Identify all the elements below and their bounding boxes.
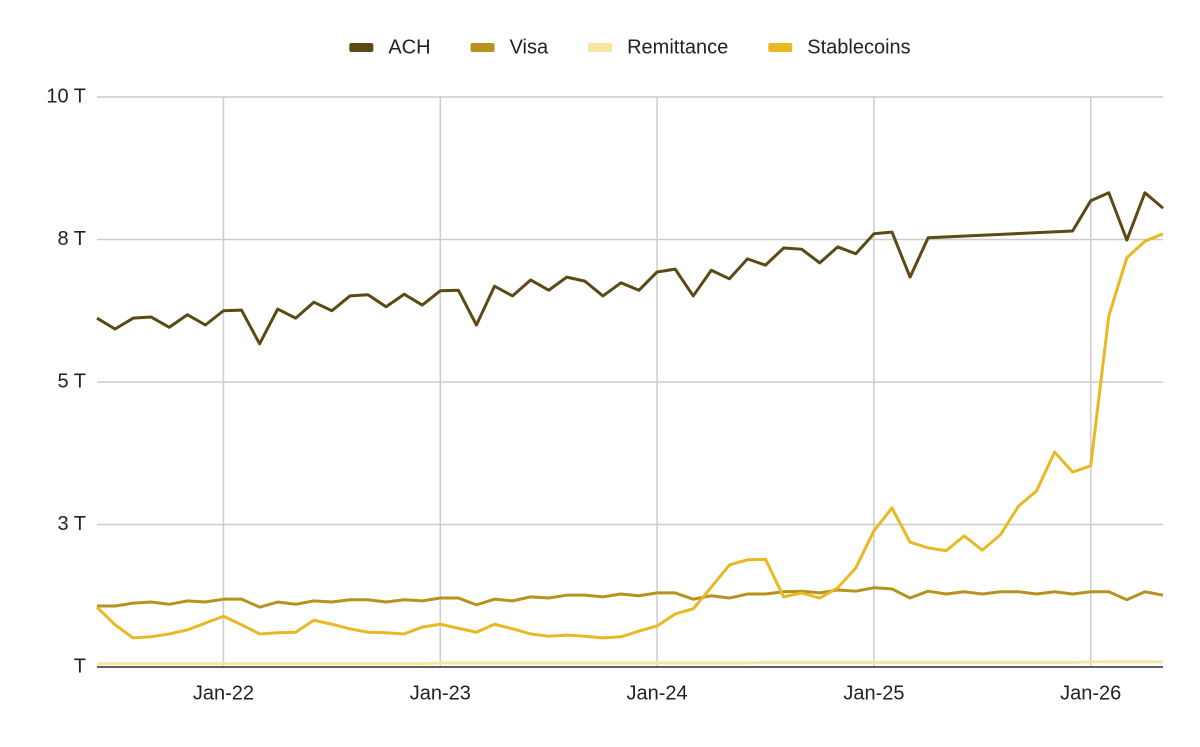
legend-marker (349, 43, 374, 52)
y-tick-label: 10 T (46, 85, 86, 107)
y-tick-label: T (74, 655, 86, 677)
legend-marker (470, 43, 495, 52)
x-tick-label: Jan-24 (627, 682, 688, 704)
series-line (95, 232, 1164, 640)
x-tick-label: Jan-23 (410, 682, 471, 704)
legend-label: Stablecoins (807, 36, 910, 58)
series-line (96, 191, 1164, 346)
legend-label: Visa (510, 36, 549, 58)
legend-label: ACH (388, 36, 430, 58)
x-tick-label: Jan-22 (193, 682, 254, 704)
legend-marker (588, 43, 613, 52)
x-tick-label: Jan-26 (1060, 682, 1121, 704)
y-tick-label: 8 T (57, 228, 86, 250)
legend-marker (768, 43, 793, 52)
y-tick-label: 5 T (57, 370, 86, 392)
series-line (97, 660, 1163, 666)
x-tick-label: Jan-25 (843, 682, 904, 704)
legend: ACH Visa Remittance Stablecoins (349, 36, 911, 58)
legend-label: Remittance (627, 36, 728, 58)
series-line (97, 586, 1164, 609)
y-tick-label: 3 T (57, 513, 86, 535)
